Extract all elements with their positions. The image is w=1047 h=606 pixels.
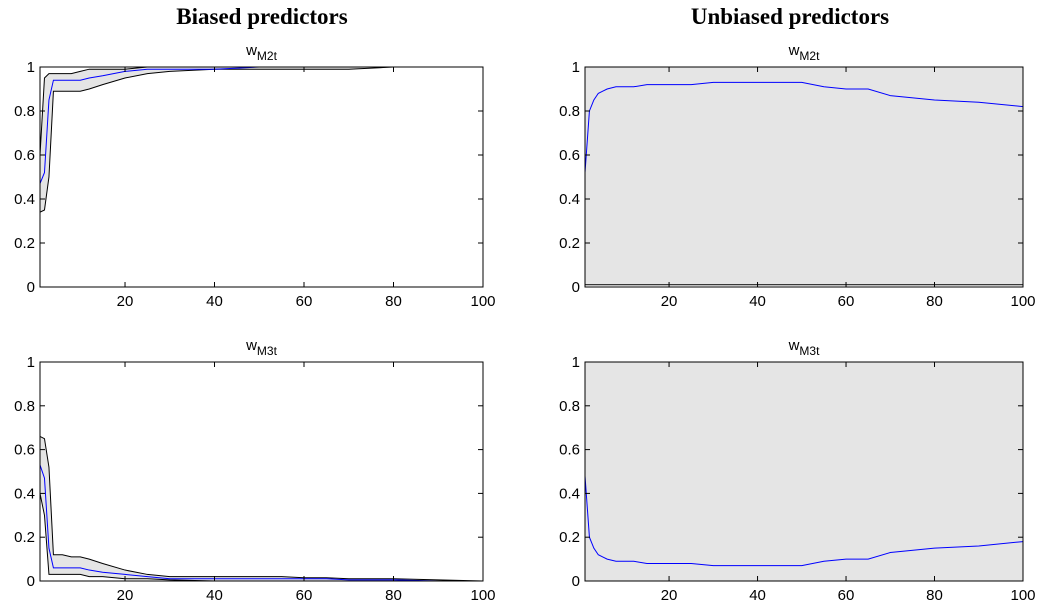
y-tick-label: 0.6 <box>559 147 580 164</box>
series-line <box>39 464 483 582</box>
y-tick-label: 0.4 <box>14 191 35 208</box>
subplot-title-subscript: M2t <box>257 49 278 63</box>
y-tick-label: 1 <box>572 59 580 76</box>
y-tick-label: 0 <box>572 279 580 296</box>
y-tick-label: 0.8 <box>559 103 580 120</box>
band-edge <box>39 436 484 582</box>
y-tick-label: 0.2 <box>559 235 580 252</box>
x-tick-label: 60 <box>296 293 313 310</box>
column-title: Biased predictors <box>176 4 347 29</box>
subplot-title: wM3t <box>245 337 278 358</box>
x-tick-label: 60 <box>296 587 313 604</box>
axes-box <box>584 361 1024 582</box>
y-tick-label: 0.6 <box>14 442 35 459</box>
x-tick-label: 100 <box>1010 587 1035 604</box>
x-tick-label: 100 <box>470 293 495 310</box>
subplot-title-subscript: M2t <box>799 49 820 63</box>
x-tick-label: 40 <box>206 587 223 604</box>
x-tick-label: 80 <box>385 587 402 604</box>
subplot-title-main: w <box>788 42 800 59</box>
x-tick-label: 20 <box>117 587 134 604</box>
x-tick-label: 80 <box>926 293 943 310</box>
series-line <box>584 81 1024 173</box>
x-tick-label: 80 <box>385 293 402 310</box>
y-tick-label: 1 <box>572 354 580 371</box>
series-line <box>584 475 1024 567</box>
band-edge <box>39 66 483 213</box>
subplot-title: wM3t <box>788 337 821 358</box>
axes-box <box>39 361 484 582</box>
band-area <box>40 436 483 581</box>
subplot-title: wM2t <box>788 42 821 63</box>
y-tick-label: 0 <box>27 573 35 590</box>
subplot-title-main: w <box>245 337 257 354</box>
column-title: Unbiased predictors <box>691 4 889 29</box>
y-tick-label: 0.8 <box>14 398 35 415</box>
x-tick-label: 40 <box>749 587 766 604</box>
x-tick-label: 20 <box>661 293 678 310</box>
y-tick-label: 0.2 <box>559 529 580 546</box>
band-area <box>585 362 1023 581</box>
y-tick-label: 0.4 <box>559 191 580 208</box>
y-tick-label: 0.4 <box>14 485 35 502</box>
y-tick-label: 0.6 <box>14 147 35 164</box>
subplot-title-subscript: M3t <box>257 344 278 358</box>
y-tick-label: 0 <box>27 279 35 296</box>
y-tick-label: 0.2 <box>14 529 35 546</box>
subplot-title-main: w <box>245 42 257 59</box>
y-tick-label: 1 <box>27 59 35 76</box>
x-tick-label: 100 <box>470 587 495 604</box>
axes-box <box>584 66 1024 288</box>
x-tick-label: 20 <box>661 587 678 604</box>
y-tick-label: 0.4 <box>559 485 580 502</box>
band-area <box>40 67 483 213</box>
y-tick-label: 0.8 <box>559 398 580 415</box>
y-tick-label: 0.6 <box>559 442 580 459</box>
y-tick-label: 0.2 <box>14 235 35 252</box>
x-tick-label: 60 <box>838 293 855 310</box>
subplot-title-main: w <box>788 337 800 354</box>
subplot-title-subscript: M3t <box>799 344 820 358</box>
band-area <box>585 67 1023 285</box>
x-tick-label: 60 <box>838 587 855 604</box>
x-tick-label: 20 <box>117 293 134 310</box>
x-tick-label: 40 <box>749 293 766 310</box>
y-tick-label: 0.8 <box>14 103 35 120</box>
x-tick-label: 80 <box>926 587 943 604</box>
subplot-title: wM2t <box>245 42 278 63</box>
x-tick-label: 100 <box>1010 293 1035 310</box>
x-tick-label: 40 <box>206 293 223 310</box>
axes-box <box>39 66 484 288</box>
y-tick-label: 0 <box>572 573 580 590</box>
y-tick-label: 1 <box>27 354 35 371</box>
series-line <box>39 66 483 184</box>
